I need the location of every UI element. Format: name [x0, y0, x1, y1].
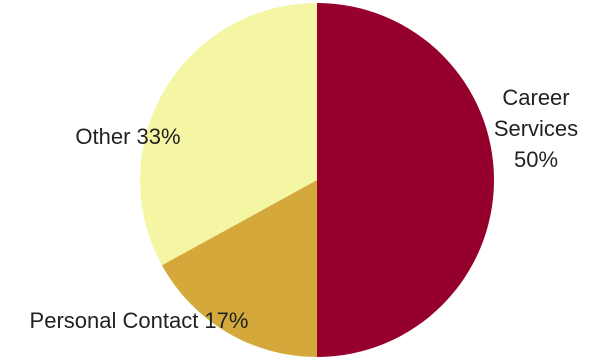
pie-slice-1 [161, 180, 317, 357]
slices-layer [139, 2, 494, 357]
slice-label-line: Other 33% [75, 124, 180, 149]
slice-label-2: Other 33% [75, 124, 180, 149]
slice-label-line: 50% [514, 147, 558, 172]
slice-label-0: Career Services 50% [494, 85, 578, 172]
slice-label-line: Personal Contact 17% [30, 308, 249, 333]
slice-label-line: Career [502, 85, 569, 110]
slice-label-line: Services [494, 116, 578, 141]
pie-slice-2 [139, 2, 317, 266]
slice-label-1: Personal Contact 17% [30, 308, 249, 333]
pie-slice-0 [317, 3, 494, 357]
labels-layer: Career Services 50% Personal Contact 17% Oth… [30, 85, 579, 333]
